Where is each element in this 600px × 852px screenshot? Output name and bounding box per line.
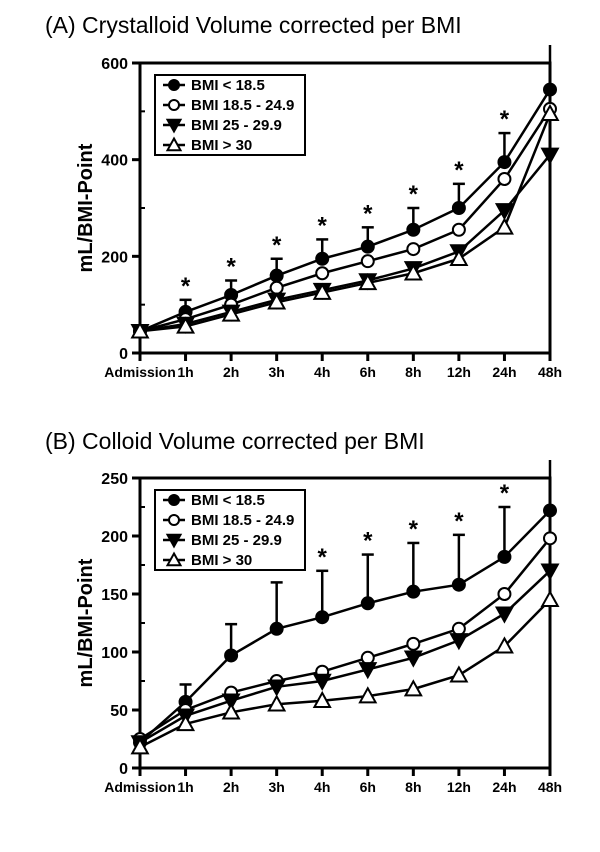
svg-text:24h: 24h [492,779,516,795]
panel-a-plot: 0 200 400 600 Admission1h 2h 3h 4h 6h 8h 12h 24h 48h… [70,45,570,405]
svg-text:3h: 3h [268,779,284,795]
svg-text:mL/BMI-Point: mL/BMI-Point [75,143,97,272]
svg-text:*: * [500,106,510,133]
panel-b-plot: 0 50 100 150 200 250 Admission1h 2h 3h 4h 6h 8h 12h 2… [70,460,570,830]
svg-text:*: * [363,200,373,227]
svg-text:50: 50 [110,703,128,720]
svg-text:BMI 18.5 - 24.9: BMI 18.5 - 24.9 [191,512,294,529]
panel-b-title: (B) Colloid Volume corrected per BMI [45,428,425,455]
figure-page: { "panelA": { "title": "(A) Crystalloid … [0,0,600,852]
svg-text:600: 600 [101,56,128,73]
svg-text:BMI > 30: BMI > 30 [191,552,252,569]
svg-text:1h: 1h [177,364,193,380]
svg-text:BMI < 18.5: BMI < 18.5 [191,77,265,94]
svg-text:4h: 4h [314,364,330,380]
svg-text:*: * [500,480,510,507]
svg-text:*: * [363,528,373,555]
svg-text:*: * [409,516,419,543]
svg-text:24h: 24h [492,364,516,380]
svg-text:250: 250 [101,471,128,488]
svg-text:BMI > 30: BMI > 30 [191,137,252,154]
svg-text:*: * [181,273,191,300]
svg-text:200: 200 [101,529,128,546]
svg-text:*: * [454,508,464,535]
svg-text:2h: 2h [223,779,239,795]
svg-text:*: * [318,544,328,571]
svg-text:8h: 8h [405,364,421,380]
svg-text:*: * [272,232,282,259]
panel-b-svg: 0 50 100 150 200 250 Admission1h 2h 3h 4h 6h 8h 12h 2… [70,460,570,830]
svg-text:Admission: Admission [104,364,176,380]
svg-text:0: 0 [119,346,128,363]
svg-text:*: * [409,181,419,208]
svg-text:8h: 8h [405,779,421,795]
svg-text:12h: 12h [447,364,471,380]
svg-text:BMI 18.5 - 24.9: BMI 18.5 - 24.9 [191,97,294,114]
svg-text:150: 150 [101,587,128,604]
svg-text:0: 0 [119,761,128,778]
svg-text:BMI < 18.5: BMI < 18.5 [191,492,265,509]
svg-text:3h: 3h [268,364,284,380]
svg-text:*: * [226,254,236,281]
svg-text:mL/BMI-Point: mL/BMI-Point [75,558,97,687]
svg-text:4h: 4h [314,779,330,795]
svg-text:6h: 6h [360,779,376,795]
panel-a-svg: 0 200 400 600 Admission1h 2h 3h 4h 6h 8h 12h 24h 48h… [70,45,570,405]
svg-text:48h: 48h [538,779,562,795]
svg-text:*: * [318,212,328,239]
svg-text:6h: 6h [360,364,376,380]
svg-text:1h: 1h [177,779,193,795]
svg-text:200: 200 [101,249,128,266]
svg-text:2h: 2h [223,364,239,380]
svg-text:400: 400 [101,153,128,170]
svg-text:100: 100 [101,645,128,662]
svg-text:12h: 12h [447,779,471,795]
panel-a-title: (A) Crystalloid Volume corrected per BMI [45,12,462,39]
svg-text:48h: 48h [538,364,562,380]
svg-text:BMI 25 - 29.9: BMI 25 - 29.9 [191,532,282,549]
svg-text:BMI 25 - 29.9: BMI 25 - 29.9 [191,117,282,134]
svg-text:Admission: Admission [104,779,176,795]
svg-text:*: * [454,157,464,184]
